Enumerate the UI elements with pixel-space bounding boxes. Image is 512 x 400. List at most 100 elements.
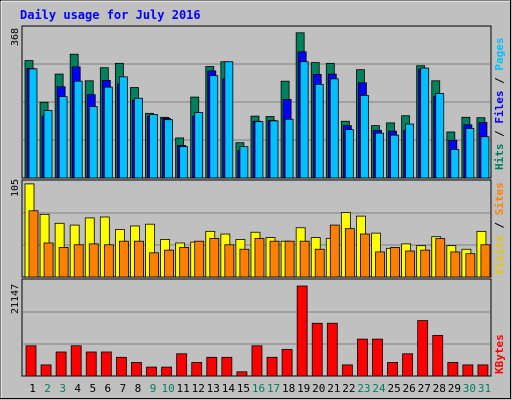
chart-title: Daily usage for July 2016 [20,8,201,22]
bar-kbytes-6 [100,351,112,377]
bar-kbytes-18 [281,348,293,377]
legend-files: Files [493,91,506,124]
bar-pages-26 [405,123,415,179]
legend-sites: Sites [493,182,506,215]
x-tick-label-21: 21 [327,382,340,395]
bar-pages-16 [254,121,264,179]
legend-sep-3: / [493,215,506,235]
bar-sites-22 [344,228,355,278]
x-tick-label-12: 12 [192,382,205,395]
bar-sites-9 [149,252,159,278]
bar-pages-18 [284,118,294,179]
bar-sites-19 [299,240,310,278]
bar-kbytes-10 [161,366,172,377]
bar-kbytes-14 [221,356,233,377]
bar-sites-2 [43,242,54,278]
x-tick-label-6: 6 [105,382,112,395]
bar-kbytes-9 [146,366,157,377]
bar-sites-6 [103,244,114,278]
x-tick-label-13: 13 [207,382,220,395]
x-tick-label-22: 22 [342,382,355,395]
bar-pages-9 [149,114,158,179]
x-tick-label-30: 30 [463,382,476,395]
ymax-label-kbytes: 21147 [10,284,21,314]
bar-sites-7 [118,240,129,278]
bar-sites-28 [435,238,446,278]
x-tick-label-27: 27 [418,382,431,395]
bar-kbytes-11 [176,353,188,377]
bar-kbytes-17 [266,356,278,377]
bar-kbytes-24 [372,338,383,377]
bar-kbytes-13 [206,356,218,377]
bar-sites-27 [420,249,431,278]
bar-kbytes-19 [296,285,308,377]
bar-sites-25 [390,247,400,278]
x-tick-label-4: 4 [74,382,81,395]
bar-sites-14 [224,244,235,278]
bar-sites-8 [134,240,144,278]
bar-pages-7 [118,76,128,179]
bar-kbytes-12 [191,362,203,377]
bar-pages-17 [269,120,279,179]
bar-sites-3 [58,247,69,278]
bar-pages-4 [73,80,83,179]
bar-kbytes-2 [40,364,52,377]
x-tick-label-18: 18 [282,382,295,395]
x-tick-label-1: 1 [29,382,36,395]
bar-sites-20 [314,248,325,278]
bar-kbytes-28 [432,335,444,377]
bar-kbytes-15 [236,371,248,377]
bar-pages-14 [224,61,234,179]
x-tick-label-2: 2 [44,382,51,395]
bar-kbytes-30 [462,364,474,377]
bar-kbytes-1 [25,345,37,377]
bar-pages-6 [103,86,113,179]
bar-sites-1 [28,210,39,278]
x-tick-label-11: 11 [177,382,190,395]
bar-sites-30 [465,253,476,278]
bar-sites-29 [450,251,461,278]
bar-sites-17 [269,240,280,278]
bar-sites-15 [239,248,250,278]
bar-sites-11 [179,247,190,278]
legend-pages: Pages [493,38,506,71]
bar-sites-26 [405,250,416,278]
bar-kbytes-27 [417,320,429,377]
bar-kbytes-3 [55,351,67,377]
bar-pages-25 [390,134,399,179]
x-tick-label-25: 25 [387,382,400,395]
legend-sep-2: / [493,71,506,91]
x-tick-label-16: 16 [252,382,265,395]
bar-pages-15 [239,146,249,179]
legend-sep-1: / [493,124,506,144]
bar-pages-13 [209,75,219,179]
svg-text:Hits / Files / Pages: Hits / Files / Pages [493,38,506,171]
x-tick-label-29: 29 [448,382,461,395]
bar-kbytes-8 [131,362,142,377]
bar-pages-31 [480,136,490,179]
bar-pages-22 [344,129,354,179]
x-tick-label-26: 26 [403,382,416,395]
bar-pages-5 [88,106,98,179]
bar-sites-10 [164,249,174,278]
bar-kbytes-21 [326,322,338,377]
ymax-label-visits: 105 [10,179,21,197]
bar-pages-20 [314,83,324,179]
x-tick-label-14: 14 [222,382,236,395]
bar-pages-24 [375,132,384,179]
x-tick-label-31: 31 [478,382,491,395]
bar-kbytes-29 [447,362,459,377]
bar-kbytes-25 [387,362,398,377]
x-tick-label-20: 20 [312,382,325,395]
bar-sites-13 [209,238,220,278]
bars-layer [24,32,491,377]
x-tick-label-5: 5 [89,382,96,395]
x-tick-label-3: 3 [59,382,66,395]
x-axis-labels: 1 2 3 4 5 6 7 8 9 10 11 12 13 14 15 16 17 18 19 20 21 22 23 24 2… [29,382,491,395]
bar-kbytes-16 [251,345,263,377]
x-tick-label-15: 15 [237,382,250,395]
x-tick-label-19: 19 [297,382,310,395]
bar-pages-30 [465,128,475,179]
legend-kbytes: KBytes [493,334,506,374]
